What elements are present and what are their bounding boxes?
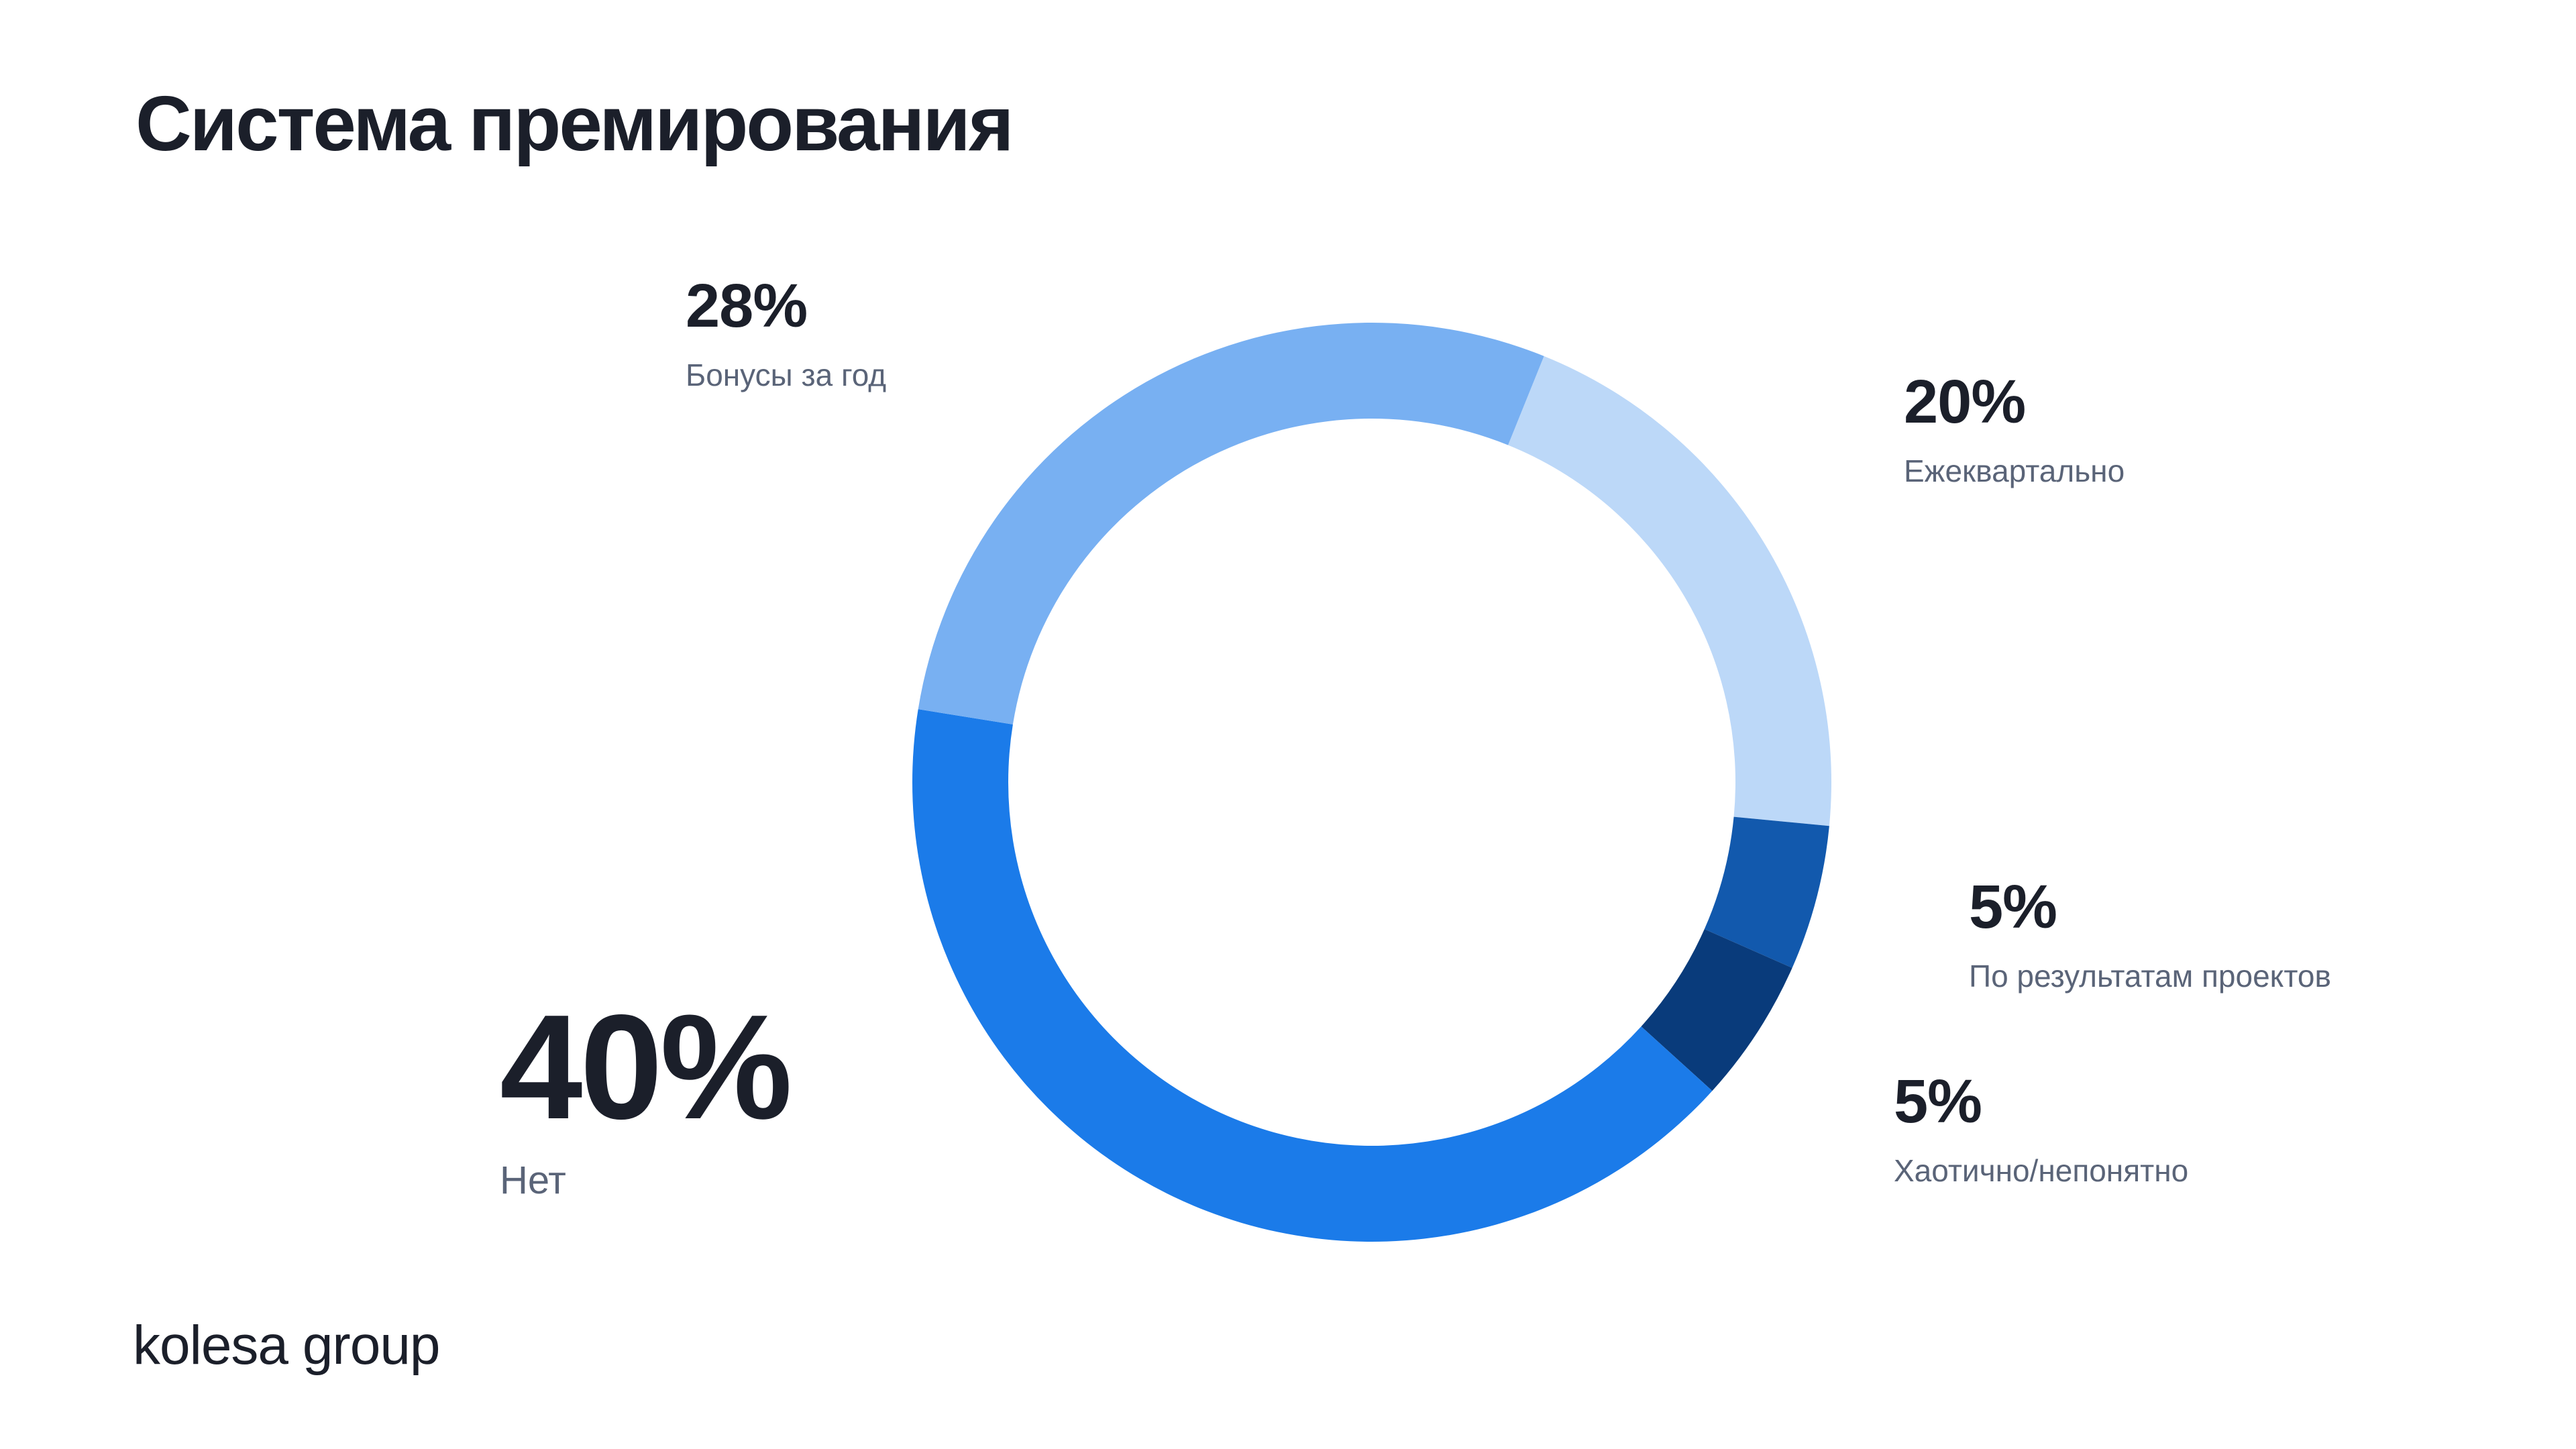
donut-slice [918,323,1544,724]
donut-slice [1641,929,1792,1091]
slice-value-label: 5% [1969,873,2057,941]
slice-category-label: Нет [500,1159,566,1202]
slice-category-label: Бонусы за год [686,358,887,392]
slice-value-label: 28% [686,272,808,340]
slice-value-label: 20% [1904,368,2026,436]
label-bonus-year: 28% Бонусы за год [686,275,886,392]
donut-slices [912,323,1831,1242]
slice-value-label: 5% [1894,1067,1982,1136]
label-quarterly: 20% Ежеквартально [1904,371,2125,488]
slice-category-label: По результатам проектов [1969,959,2331,994]
slice-category-label: Хаотично/непонятно [1894,1153,2189,1188]
label-none: 40% Нет [500,984,792,1202]
donut-slice [1508,356,1831,826]
slice-value-label: 40% [500,984,792,1150]
donut-slice [1704,816,1829,968]
donut-slice [912,709,1713,1242]
page-title: Система премирования [136,80,1014,167]
label-project-results: 5% По результатам проектов [1969,876,2331,994]
slice-category-label: Ежеквартально [1904,453,2125,488]
kolesa-group-logo: kolesa group [133,1315,441,1376]
label-chaotic: 5% Хаотично/непонятно [1894,1071,2188,1188]
